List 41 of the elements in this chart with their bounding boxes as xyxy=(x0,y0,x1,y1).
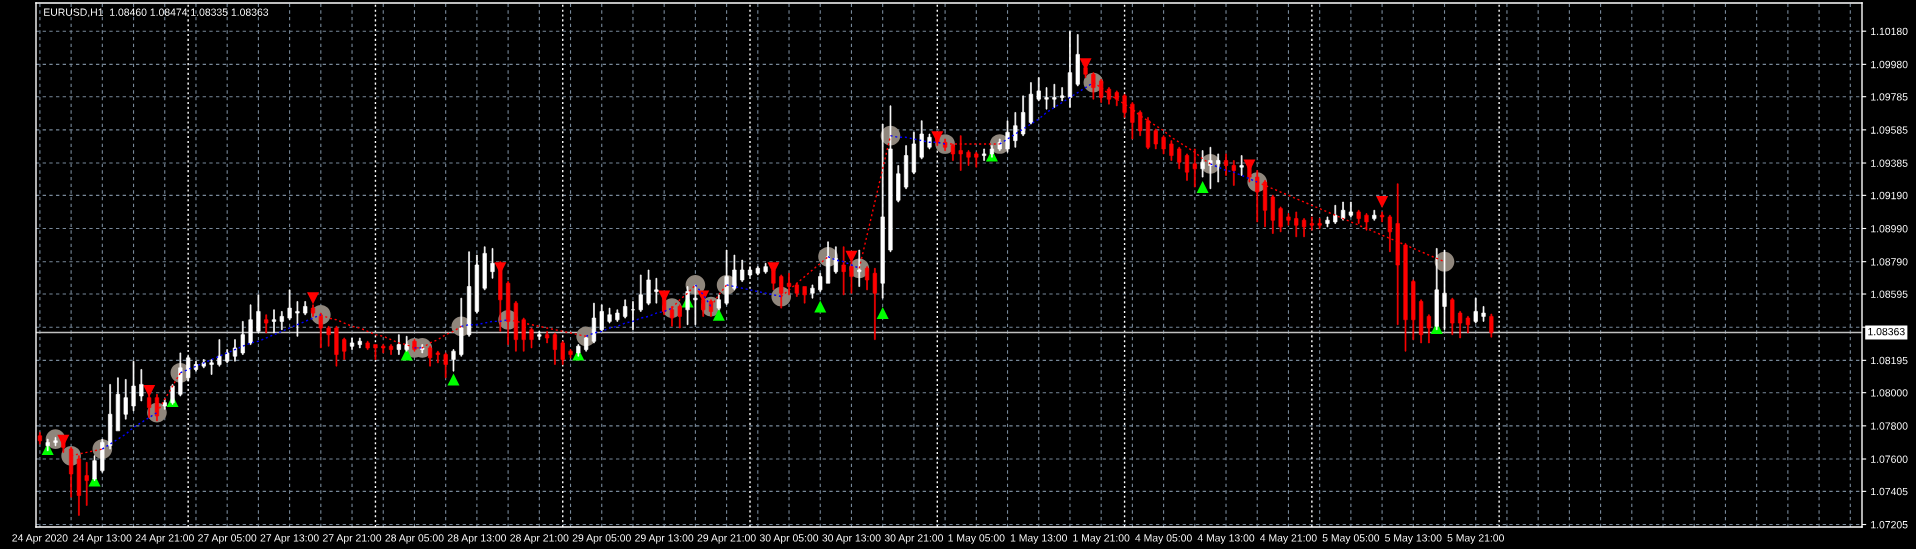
x-tick-label: 29 Apr 05:00 xyxy=(572,534,631,544)
x-tick-label: 24 Apr 13:00 xyxy=(73,534,132,544)
x-tick-label: 24 Apr 2020 xyxy=(12,534,68,544)
chart-title: EURUSD,H1 1.08460 1.08474 1.08335 1.08363 xyxy=(44,8,269,18)
x-tick-label: 1 May 21:00 xyxy=(1073,534,1130,544)
x-tick-label: 4 May 21:00 xyxy=(1260,534,1317,544)
y-tick-label: 1.08595 xyxy=(1871,290,1908,298)
x-tick-label: 5 May 05:00 xyxy=(1322,534,1380,544)
y-tick-label: 1.08000 xyxy=(1871,389,1908,397)
x-tick-label: 30 Apr 21:00 xyxy=(884,534,944,544)
ref-line-label: 1.08363 xyxy=(1868,327,1905,336)
x-tick-label: 5 May 21:00 xyxy=(1447,534,1504,544)
x-tick-label: 30 Apr 05:00 xyxy=(759,534,819,544)
x-tick-label: 5 May 13:00 xyxy=(1385,534,1442,544)
y-tick-label: 1.08990 xyxy=(1871,225,1908,233)
x-tick-label: 27 Apr 21:00 xyxy=(323,534,382,544)
y-tick-label: 1.07800 xyxy=(1871,422,1908,430)
y-tick-label: 1.08195 xyxy=(1871,356,1908,365)
x-tick-label: 27 Apr 13:00 xyxy=(260,534,319,544)
x-tick-label: 27 Apr 05:00 xyxy=(198,534,257,544)
y-tick-label: 1.09785 xyxy=(1871,93,1908,101)
x-tick-label: 24 Apr 21:00 xyxy=(135,534,194,544)
x-tick-label: 1 May 13:00 xyxy=(1010,534,1067,544)
x-tick-label: 28 Apr 05:00 xyxy=(385,534,444,544)
x-tick-label: 30 Apr 13:00 xyxy=(822,534,881,544)
y-tick-label: 1.10180 xyxy=(1871,27,1908,36)
y-tick-label: 1.07405 xyxy=(1871,487,1908,496)
y-tick-label: 1.09190 xyxy=(1871,191,1908,200)
x-tick-label: 4 May 05:00 xyxy=(1135,534,1192,544)
y-tick-label: 1.09585 xyxy=(1871,126,1908,134)
y-tick-label: 1.07205 xyxy=(1871,521,1908,529)
y-tick-label: 1.07600 xyxy=(1871,455,1908,463)
x-tick-label: 29 Apr 13:00 xyxy=(635,534,694,544)
x-tick-label: 28 Apr 13:00 xyxy=(447,534,507,544)
x-tick-label: 29 Apr 21:00 xyxy=(697,534,756,544)
y-tick-label: 1.08790 xyxy=(1871,258,1908,266)
x-tick-label: 4 May 13:00 xyxy=(1197,534,1255,544)
y-tick-label: 1.09385 xyxy=(1871,159,1908,167)
y-tick-label: 1.09980 xyxy=(1871,60,1908,69)
x-tick-label: 1 May 05:00 xyxy=(948,534,1005,544)
x-tick-label: 28 Apr 21:00 xyxy=(510,534,569,544)
